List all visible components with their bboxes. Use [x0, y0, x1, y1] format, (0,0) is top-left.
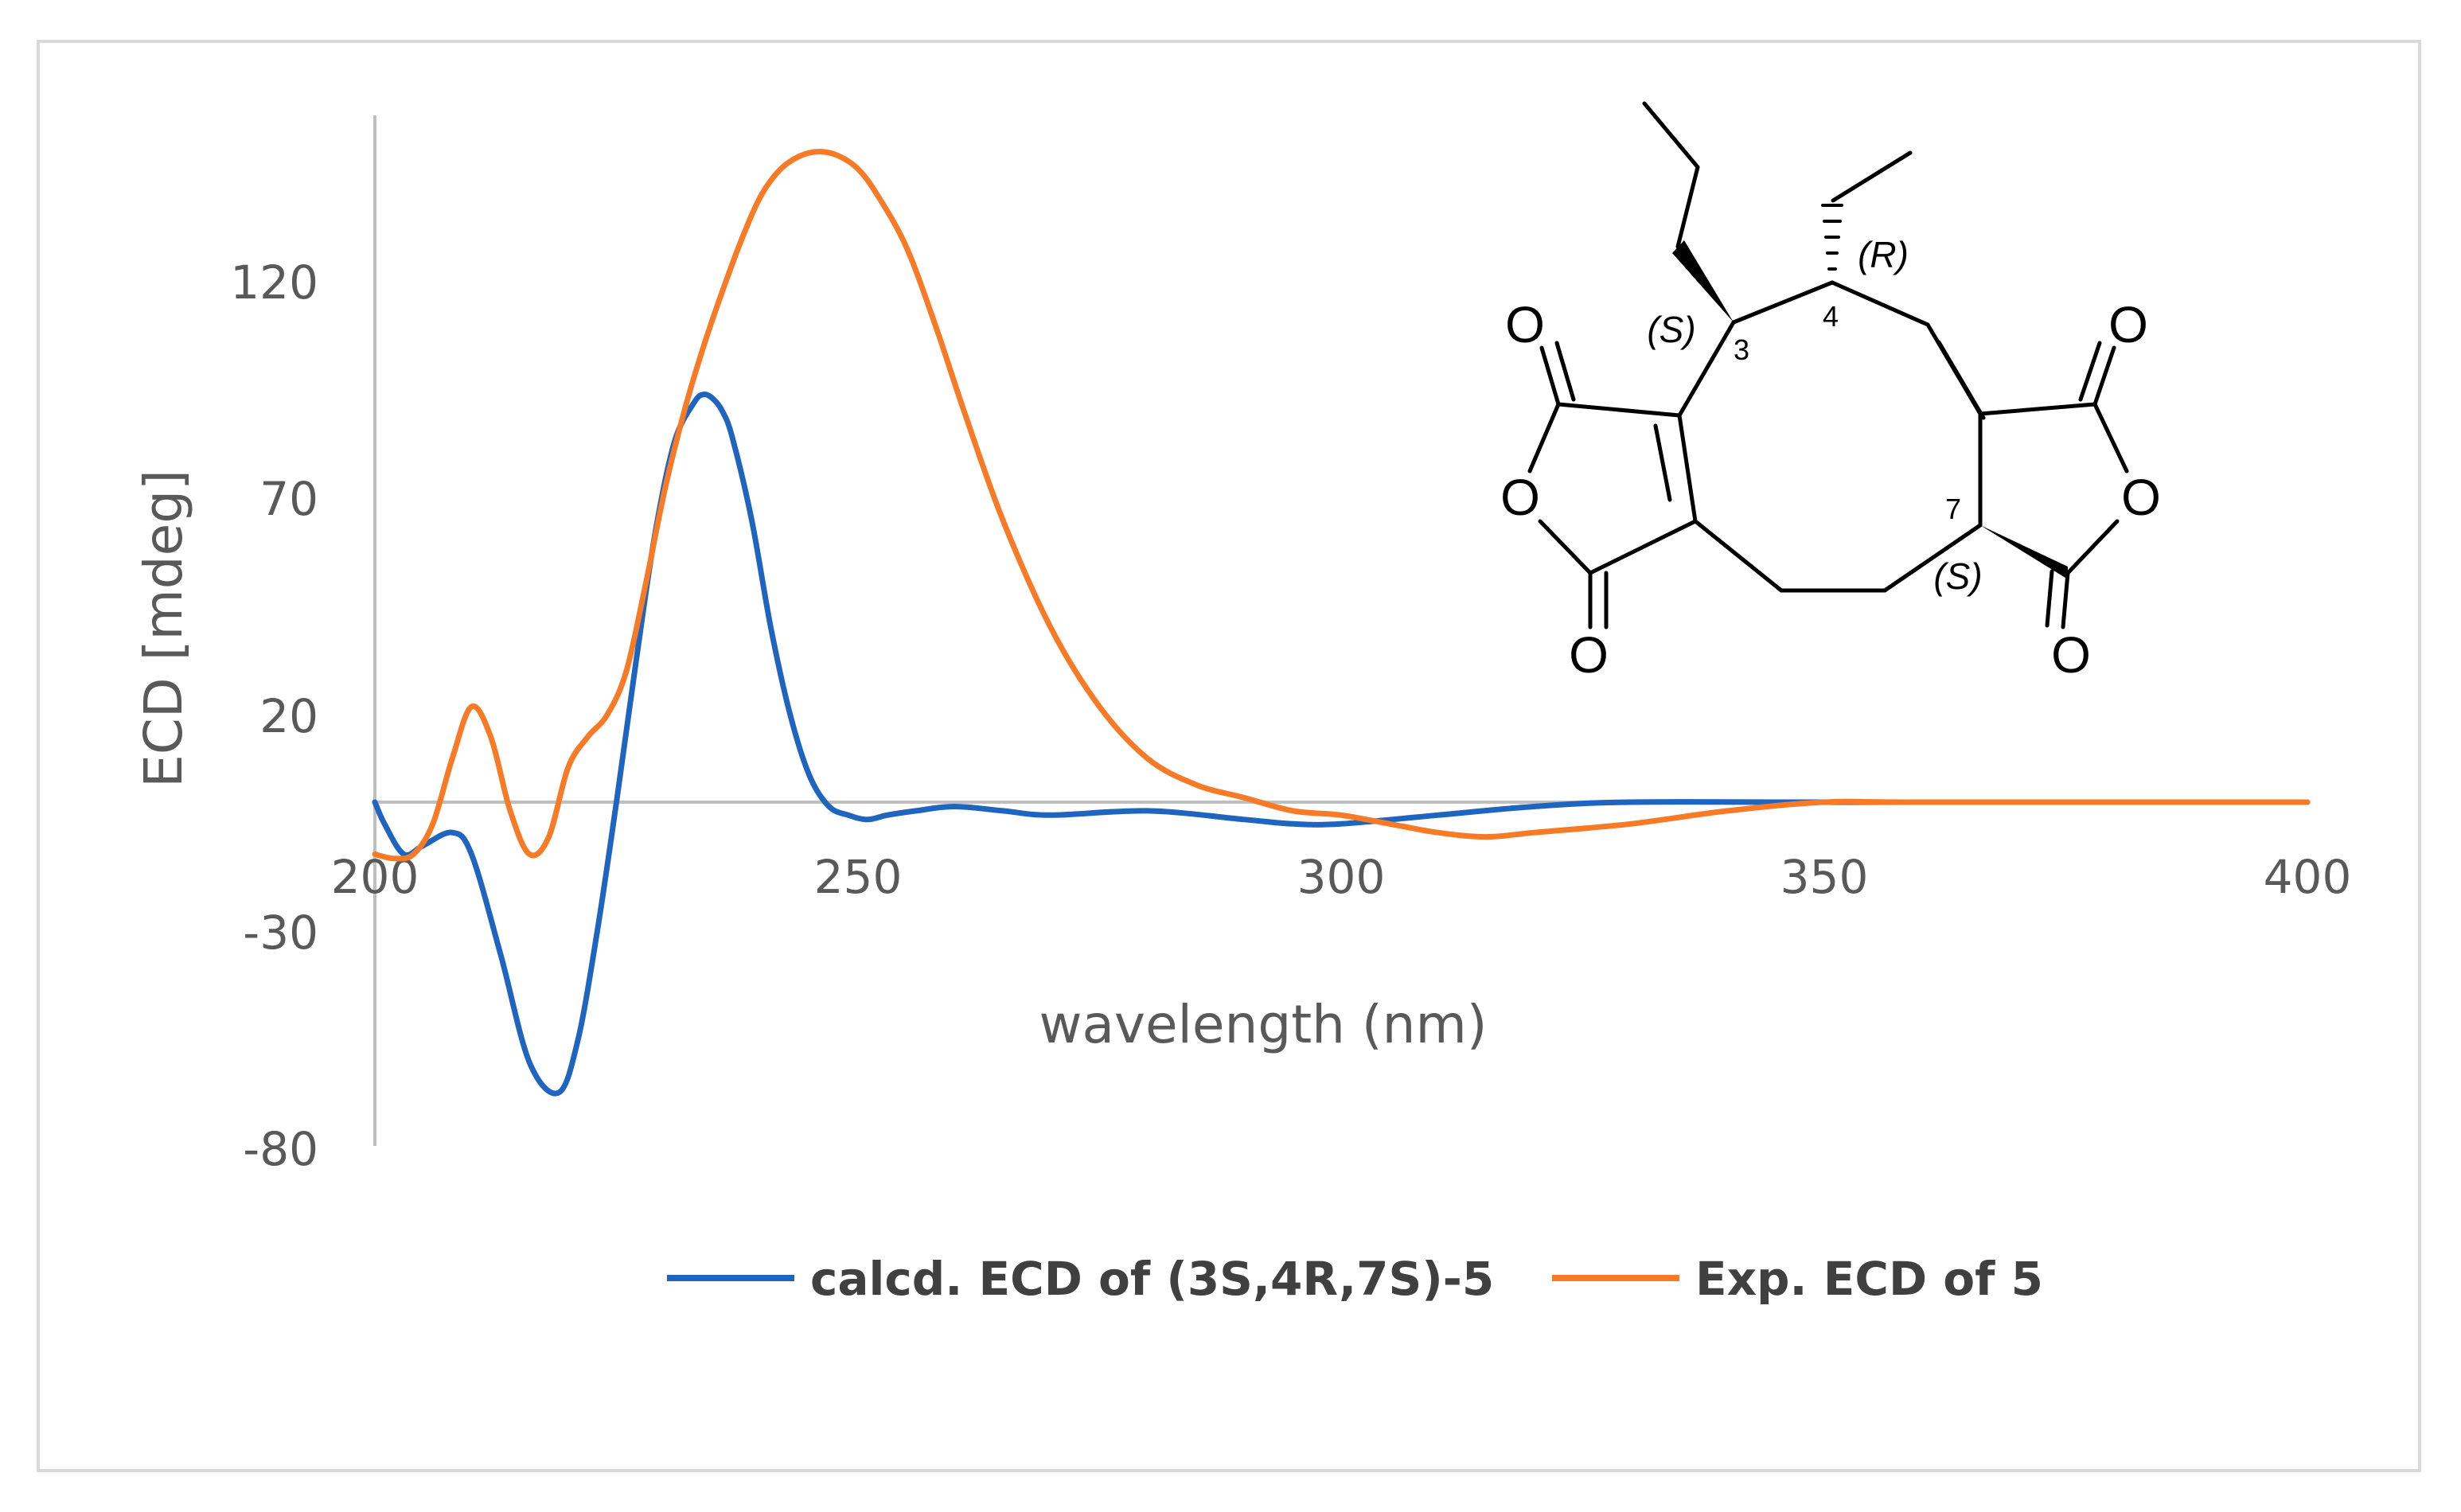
y-tick-label-120: 120: [230, 255, 318, 310]
legend-label-calcd-ecd: calcd. ECD of (3S,4R,7S)-5: [810, 1252, 1494, 1306]
locant-c7: 7: [1945, 493, 1961, 525]
bond-carbonyl: [2061, 571, 2070, 629]
stereo-label-c4: (R): [1858, 234, 1909, 275]
bond: [1831, 150, 1913, 203]
atom-o-bottom-left: O: [1569, 626, 1609, 684]
chemical-structure: [1527, 101, 2129, 629]
bond: [1642, 101, 1700, 170]
x-tick-label-300: 300: [1297, 850, 1386, 904]
atom-o-bottom-right: O: [2051, 626, 2091, 684]
bond: [2065, 519, 2120, 575]
y-tick-label-20: 20: [259, 689, 318, 743]
bond-carbonyl: [1554, 341, 1576, 402]
bond: [1882, 523, 1983, 593]
bond: [1675, 165, 1700, 249]
bond-carbonyl: [2045, 569, 2054, 628]
bond: [1677, 413, 1698, 524]
y-axis-title: ECD [mdeg]: [133, 470, 194, 788]
figure-frame: [37, 40, 2421, 1472]
y-tick-label-neg30: -30: [243, 906, 318, 960]
x-tick-label-350: 350: [1780, 850, 1869, 904]
legend-label-exp-ecd: Exp. ECD of 5: [1695, 1252, 2043, 1306]
bond-carbonyl: [2092, 345, 2116, 407]
x-axis-title: wavelength (nm): [1039, 994, 1487, 1055]
atom-o-top-left: O: [1505, 296, 1545, 353]
locant-c4: 4: [1823, 300, 1839, 333]
hashed-bond: [1821, 204, 1843, 271]
bond-carbonyl: [2078, 341, 2102, 402]
bond-carbonyl: [1539, 345, 1561, 407]
x-tick-label-400: 400: [2264, 850, 2352, 904]
wedge-bond: [1980, 525, 2068, 579]
stereo-label-c7: (S): [1933, 555, 1982, 597]
bond: [1527, 402, 1561, 473]
bond: [1556, 402, 1682, 418]
wedge-bond: [1672, 240, 1734, 322]
bond: [1677, 320, 1736, 418]
bond: [1538, 519, 1593, 575]
series-line-exp-ecd: [372, 149, 2311, 862]
bond: [2092, 402, 2129, 473]
atom-o-ring-left: O: [1500, 469, 1540, 526]
bond: [1830, 280, 1930, 327]
y-tick-label-70: 70: [259, 472, 318, 526]
bond: [1731, 280, 1835, 325]
locant-c3: 3: [1734, 333, 1749, 366]
x-tick-label-250: 250: [814, 850, 903, 904]
bond: [1978, 402, 2097, 416]
stereo-label-c3: (S): [1647, 309, 1695, 350]
bond-double: [1936, 340, 1986, 420]
atom-o-ring-right: O: [2121, 469, 2161, 526]
bond: [1693, 519, 1784, 593]
atom-o-top-right: O: [2108, 296, 2148, 353]
y-tick-label-neg80: -80: [243, 1122, 318, 1176]
bond: [1588, 519, 1698, 575]
bond-double: [1653, 423, 1672, 502]
